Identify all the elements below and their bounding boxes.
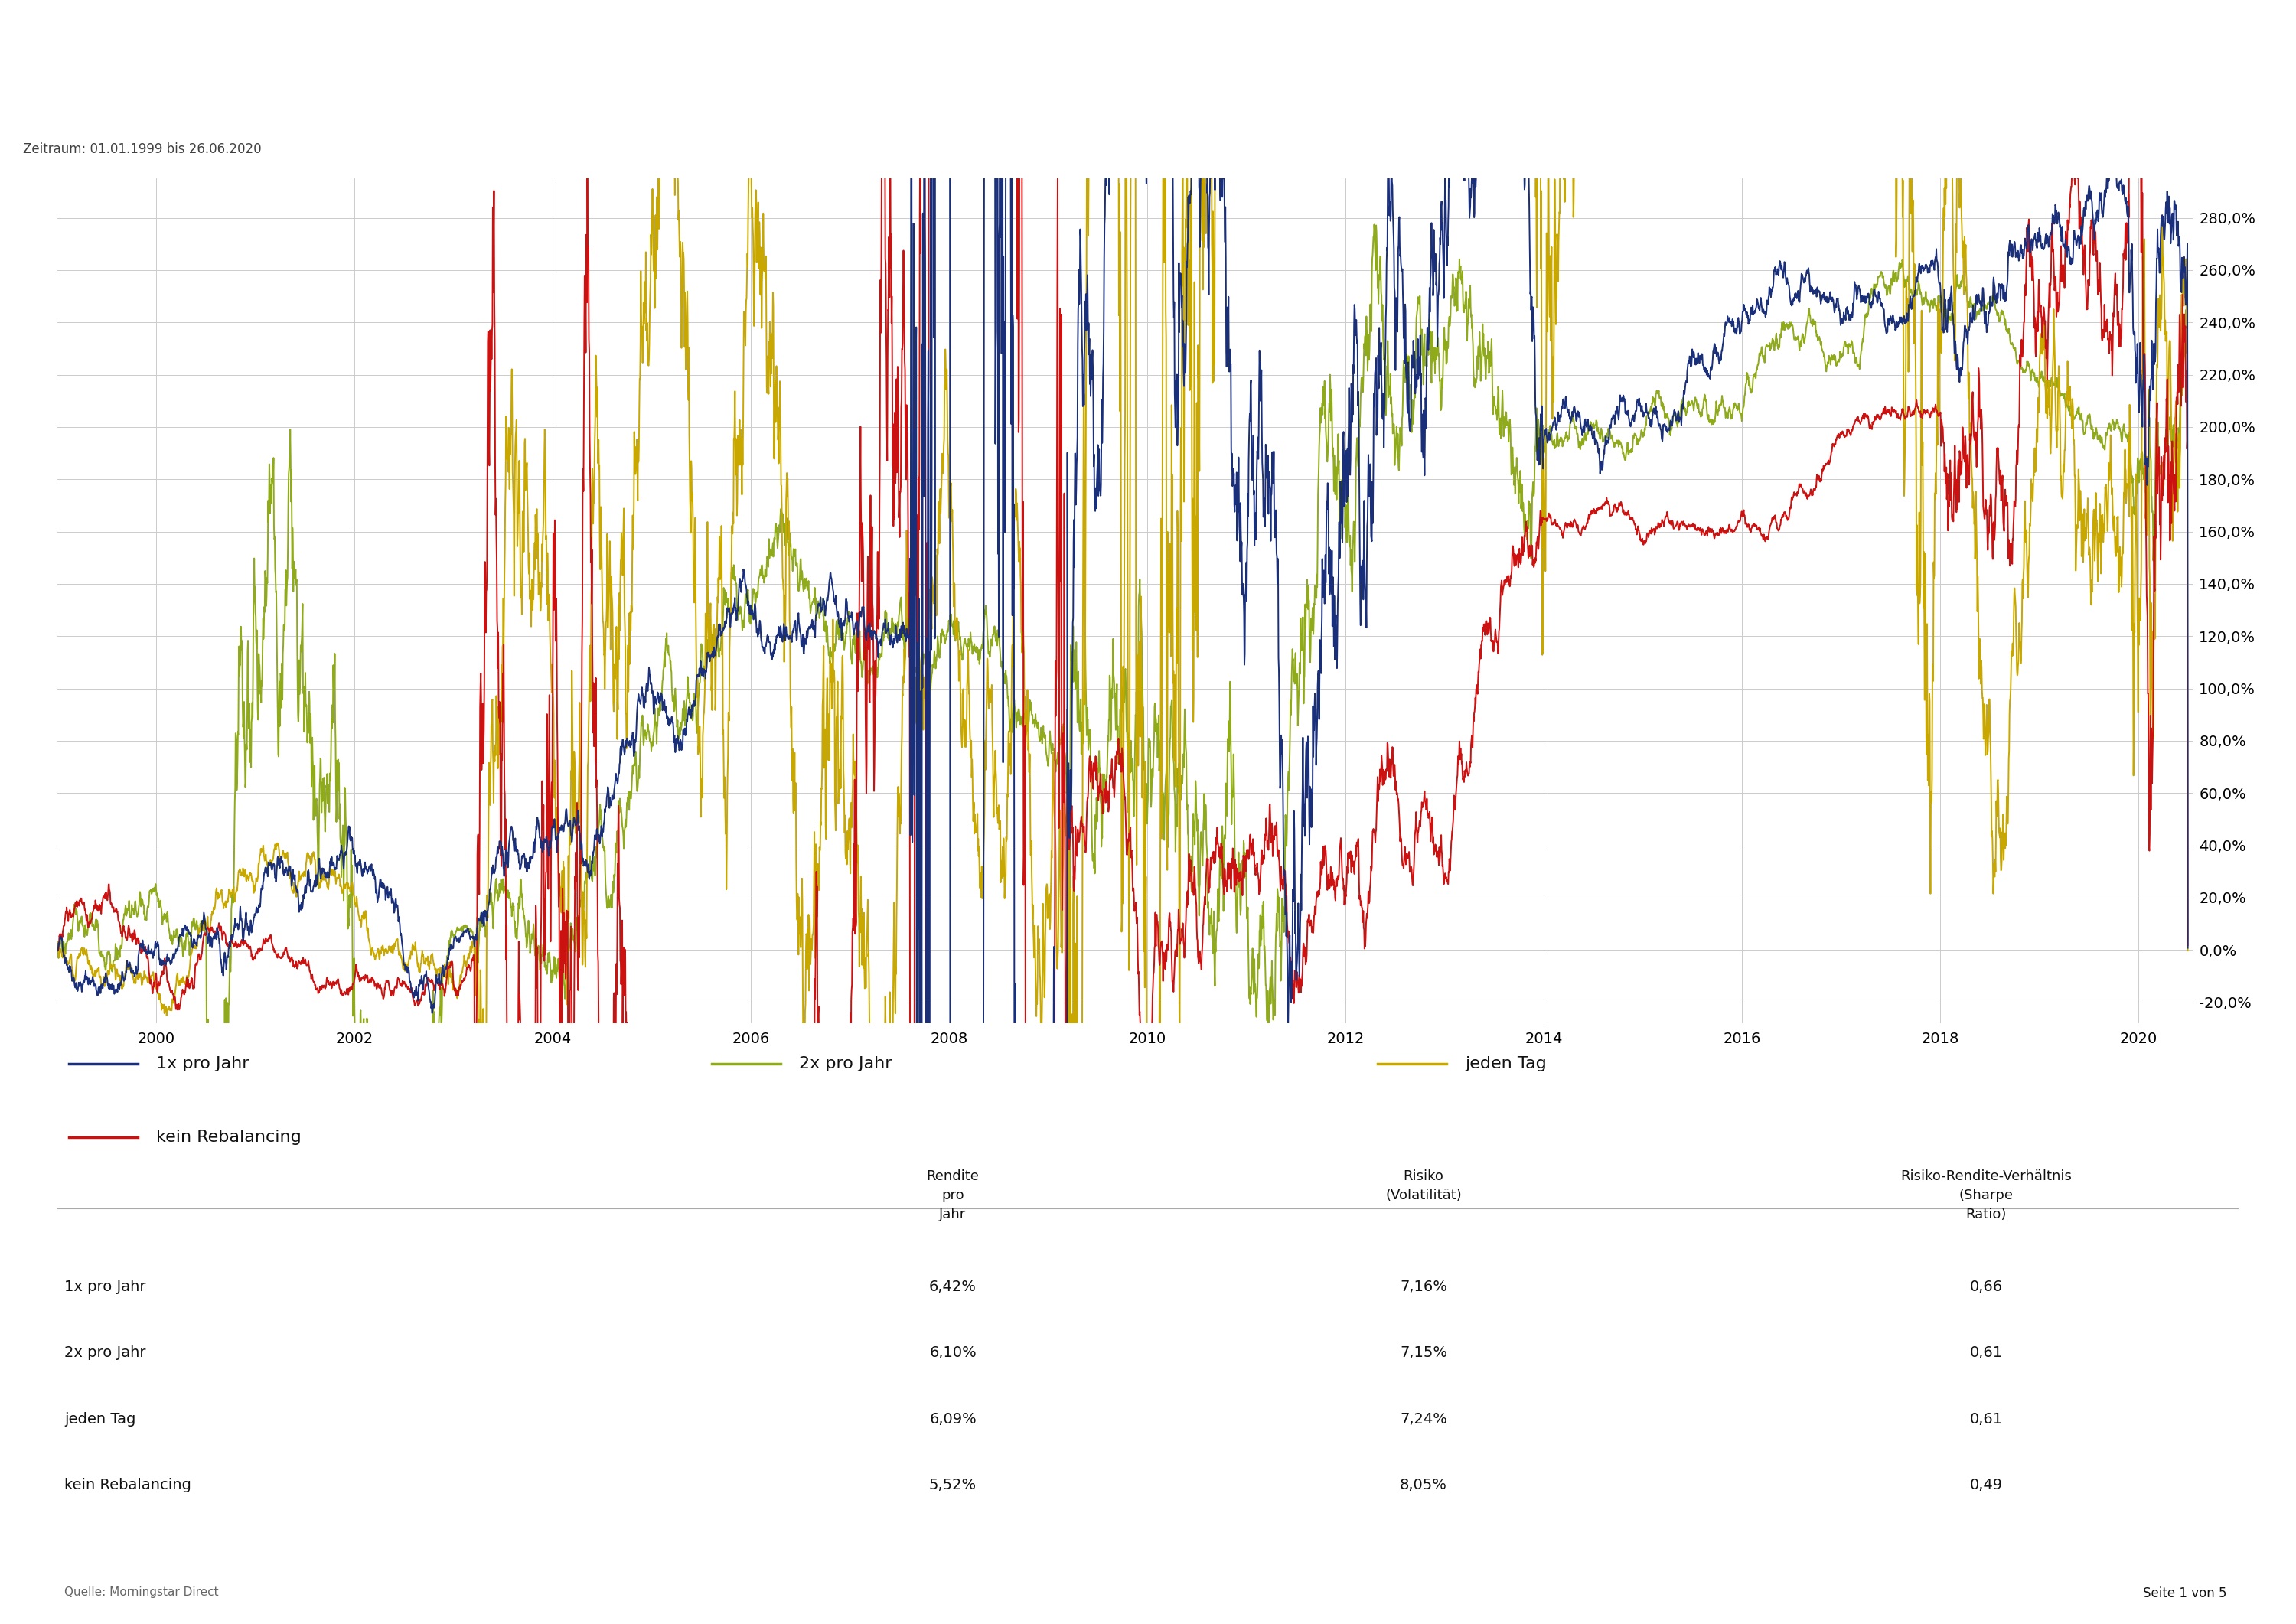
Text: 0,66: 0,66: [1970, 1280, 2002, 1294]
Text: 2x pro Jahr: 2x pro Jahr: [799, 1056, 891, 1072]
Text: 7,15%: 7,15%: [1401, 1346, 1446, 1359]
Text: 7,16%: 7,16%: [1401, 1280, 1446, 1294]
Text: 0,61: 0,61: [1970, 1411, 2002, 1426]
Text: 8,05%: 8,05%: [1401, 1478, 1446, 1492]
Text: 6,42%: 6,42%: [930, 1280, 976, 1294]
Text: jeden Tag: jeden Tag: [1465, 1056, 1548, 1072]
Text: 6,10%: 6,10%: [930, 1346, 976, 1359]
Text: Rendite
pro
Jahr: Rendite pro Jahr: [928, 1169, 978, 1221]
Text: 1x pro Jahr: 1x pro Jahr: [64, 1280, 147, 1294]
Text: Quelle: Morningstar Direct: Quelle: Morningstar Direct: [64, 1587, 218, 1598]
Text: Risiko
(Volatilität): Risiko (Volatilität): [1384, 1169, 1463, 1202]
Text: Wertentwicklung: Wertentwicklung: [23, 71, 289, 99]
Text: 0,49: 0,49: [1970, 1478, 2002, 1492]
Text: 5,52%: 5,52%: [930, 1478, 976, 1492]
Text: 0,61: 0,61: [1970, 1346, 2002, 1359]
Text: 2x pro Jahr: 2x pro Jahr: [64, 1346, 147, 1359]
Text: 7,24%: 7,24%: [1401, 1411, 1446, 1426]
Text: 1x pro Jahr: 1x pro Jahr: [156, 1056, 248, 1072]
Text: 6,09%: 6,09%: [930, 1411, 976, 1426]
Text: Risiko-Rendite-Verhältnis
(Sharpe
Ratio): Risiko-Rendite-Verhältnis (Sharpe Ratio): [1901, 1169, 2071, 1221]
Text: Zeitraum: 01.01.1999 bis 26.06.2020: Zeitraum: 01.01.1999 bis 26.06.2020: [23, 143, 262, 156]
Text: kein Rebalancing: kein Rebalancing: [156, 1129, 301, 1145]
Text: jeden Tag: jeden Tag: [64, 1411, 135, 1426]
Text: Seite 1 von 5: Seite 1 von 5: [2144, 1587, 2227, 1600]
Text: kein Rebalancing: kein Rebalancing: [64, 1478, 191, 1492]
